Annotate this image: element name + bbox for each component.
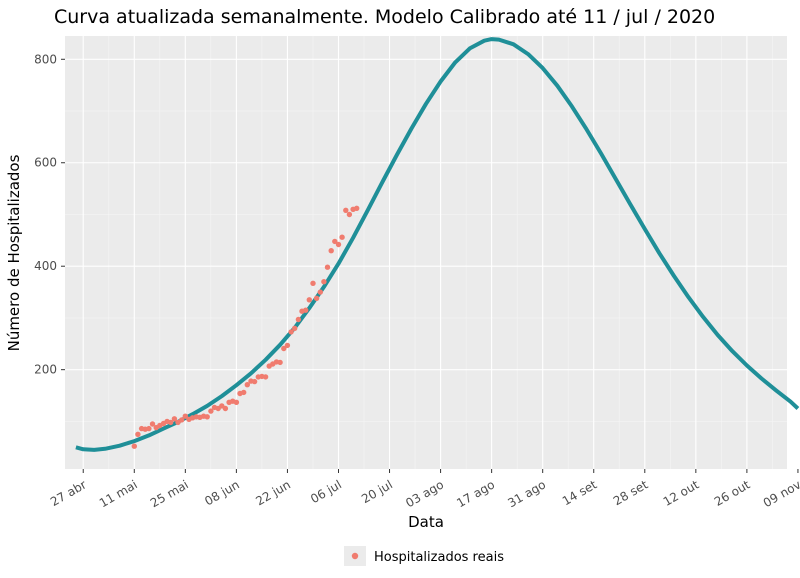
data-point <box>313 295 320 301</box>
data-point <box>281 345 287 352</box>
y-tick-label: 800 <box>34 52 57 66</box>
data-point <box>292 325 298 331</box>
x-tick-label: 14 set <box>560 477 600 508</box>
data-point <box>339 234 345 240</box>
data-point <box>146 425 152 432</box>
y-axis-title: Número de Hospitalizados <box>5 154 23 351</box>
data-point <box>324 264 331 270</box>
data-point <box>346 211 353 218</box>
x-tick-label: 20 jul <box>359 477 395 506</box>
data-point <box>306 297 312 303</box>
x-tick-label: 22 jun <box>253 477 293 508</box>
x-tick-label: 11 mai <box>97 477 140 510</box>
x-tick-label: 17 ago <box>454 477 497 510</box>
data-point <box>288 329 294 335</box>
y-tick-label: 600 <box>34 156 57 170</box>
legend-marker <box>351 552 359 560</box>
y-axis: 200 400 600 800 <box>34 52 65 377</box>
y-tick-label: 200 <box>34 363 57 377</box>
data-point <box>277 359 283 366</box>
x-tick-label: 27 abr <box>48 477 89 509</box>
x-axis-title: Data <box>408 513 444 531</box>
x-tick-label: 31 ago <box>505 477 548 510</box>
legend: Hospitalizados reais <box>344 546 504 566</box>
data-point <box>335 241 342 248</box>
x-tick-label: 25 mai <box>148 477 191 510</box>
data-point <box>284 342 291 349</box>
y-tick-label: 400 <box>34 259 57 273</box>
data-point <box>149 421 156 427</box>
data-point <box>171 416 178 422</box>
chart-title: Curva atualizada semanalmente. Modelo Ca… <box>54 6 715 28</box>
data-point <box>262 374 269 380</box>
data-point <box>244 382 250 388</box>
data-point <box>222 405 229 412</box>
data-point <box>332 238 338 245</box>
x-tick-label: 08 jun <box>202 477 242 508</box>
data-point <box>135 431 141 437</box>
data-point <box>321 279 327 285</box>
data-point <box>303 307 309 313</box>
data-point <box>182 413 188 419</box>
x-tick-label: 03 ago <box>403 477 446 510</box>
data-point <box>251 378 258 385</box>
x-tick-label: 12 out <box>661 477 702 509</box>
x-tick-label: 26 out <box>712 477 753 509</box>
x-axis: 27 abr 11 mai 25 mai 08 jun 22 jun 06 jul 20 j… <box>48 469 800 510</box>
data-point <box>131 443 137 449</box>
observed-points <box>131 205 360 449</box>
data-point <box>354 205 360 211</box>
data-point <box>310 280 316 286</box>
data-point <box>295 316 302 323</box>
data-point <box>343 207 349 213</box>
data-point <box>168 419 174 426</box>
data-point <box>317 289 323 295</box>
x-tick-label: 06 jul <box>308 477 344 506</box>
legend-label: Hospitalizados reais <box>374 550 504 565</box>
data-point <box>328 248 334 254</box>
data-point <box>208 408 214 414</box>
data-point <box>179 417 185 423</box>
data-point <box>204 414 210 420</box>
x-tick-label: 28 set <box>611 477 651 508</box>
data-point <box>233 399 240 405</box>
data-point <box>241 389 247 396</box>
x-tick-label: 09 nov <box>761 477 800 510</box>
